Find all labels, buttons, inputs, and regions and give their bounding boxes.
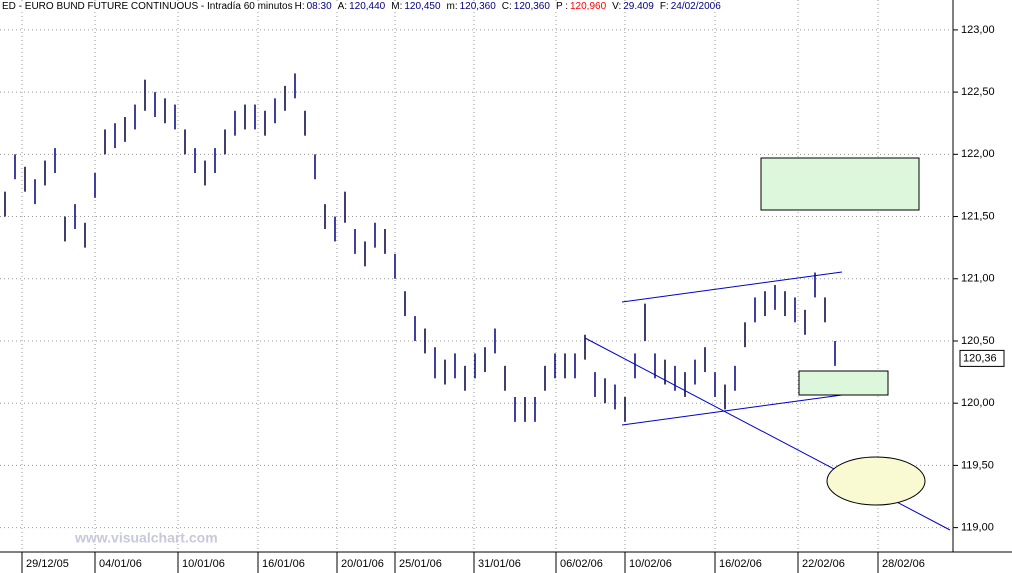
info-value: 24/02/2006 xyxy=(670,1,721,12)
last-price-box xyxy=(959,349,1005,367)
y-tick-label: 122,00 xyxy=(961,148,995,160)
x-tick-label: 25/01/06 xyxy=(399,558,442,570)
info-value: 08:30 xyxy=(306,1,332,12)
x-tick-label: 29/12/05 xyxy=(26,558,69,570)
x-tick-label: 28/02/06 xyxy=(882,558,925,570)
info-label: m: xyxy=(446,1,458,12)
x-tick-label: 22/02/06 xyxy=(802,558,845,570)
x-tick-label: 04/01/06 xyxy=(99,558,142,570)
title: ED - EURO BUND FUTURE CONTINUOUS - Intra… xyxy=(2,1,293,12)
info-label: H: xyxy=(294,1,305,12)
drawings xyxy=(584,157,951,531)
info-label: A: xyxy=(337,1,348,12)
y-tick-label: 123,00 xyxy=(961,24,995,36)
y-tick-label: 122,50 xyxy=(961,86,995,98)
x-tick-label: 10/01/06 xyxy=(182,558,225,570)
info-value: 120,440 xyxy=(349,1,386,12)
x-tick-label: 20/01/06 xyxy=(341,558,384,570)
trend-line xyxy=(621,394,843,426)
info-label: P : xyxy=(555,1,568,12)
info-label: V: xyxy=(612,1,622,12)
info-value: 120,360 xyxy=(513,1,550,12)
info-value: 120,960 xyxy=(569,1,607,12)
info-label: F: xyxy=(659,1,669,12)
target-ellipse xyxy=(826,456,926,506)
y-tick-label: 119,00 xyxy=(961,522,994,534)
y-tick-label: 119,50 xyxy=(961,459,994,471)
y-tick-label: 121,00 xyxy=(961,273,995,285)
last-price-label: 120,36 xyxy=(963,352,997,364)
info-value: 29.409 xyxy=(623,1,654,12)
y-tick-label: 121,50 xyxy=(961,210,995,222)
info-label: M: xyxy=(391,1,403,12)
x-tick-label: 10/02/06 xyxy=(629,558,672,570)
watermark: www.visualchart.com xyxy=(74,530,218,546)
x-tick-label: 16/01/06 xyxy=(262,558,305,570)
trend-line xyxy=(621,271,843,303)
y-tick-label: 120,50 xyxy=(961,335,995,347)
info-value: 120,360 xyxy=(459,1,496,12)
x-tick-label: 31/01/06 xyxy=(478,558,521,570)
x-tick-label: 06/02/06 xyxy=(560,558,603,570)
y-tick-label: 120,00 xyxy=(961,397,995,409)
target-box xyxy=(798,370,889,396)
target-box xyxy=(760,157,920,211)
info-value: 120,450 xyxy=(404,1,441,12)
x-tick-label: 16/02/06 xyxy=(719,558,762,570)
header: ED - EURO BUND FUTURE CONTINUOUS - Intra… xyxy=(2,1,727,12)
info-label: C: xyxy=(501,1,512,12)
